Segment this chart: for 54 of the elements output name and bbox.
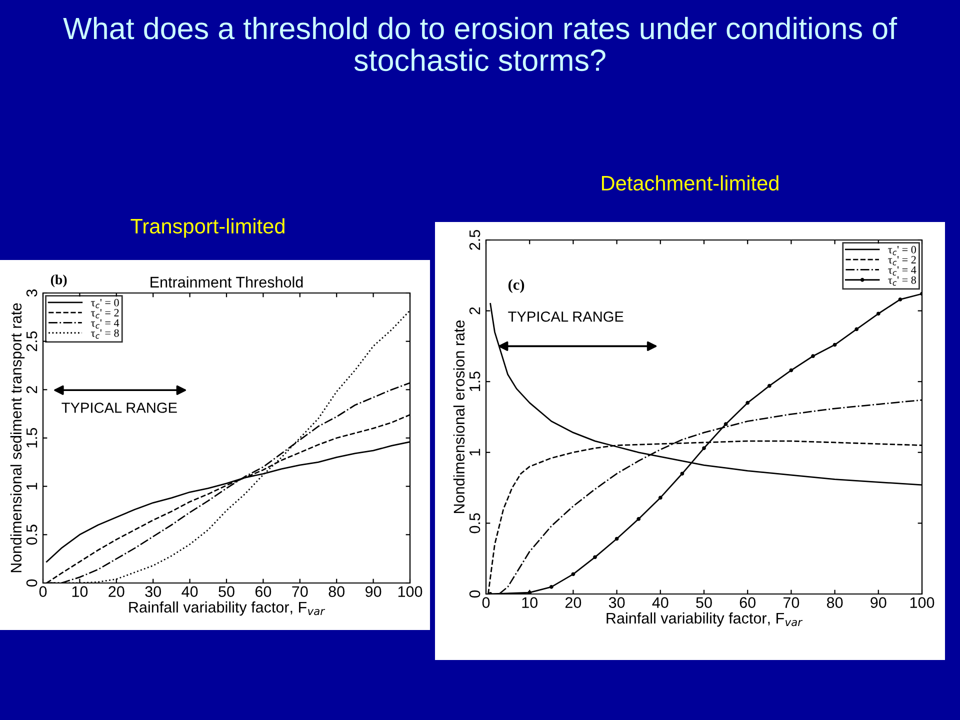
y-tick-label: 1 <box>26 482 38 490</box>
x-tick-label: 0 <box>482 597 490 608</box>
x-axis-title: Rainfall variability factor, F$_{var}$ <box>129 601 326 616</box>
y-tick-label: 0.5 <box>469 513 480 534</box>
y-tick-label: 1.5 <box>26 428 38 448</box>
x-tick-label: 70 <box>783 597 800 608</box>
legend-label: τ$_{c}$' = 2 <box>888 256 916 266</box>
legend-label: τ$_{c}$' = 0 <box>91 298 119 308</box>
x-tick-label: 0 <box>39 586 47 597</box>
x-tick-label: 60 <box>255 586 272 597</box>
chart-subtitle: Entrainment Threshold <box>150 276 303 288</box>
chart-title: Transport-limited <box>130 218 284 238</box>
x-tick-label: 50 <box>218 586 234 597</box>
y-tick-label: 3 <box>26 289 38 297</box>
x-tick-label: 70 <box>292 586 308 597</box>
x-tick-label: 90 <box>366 586 382 597</box>
legend-label: τ$_{c}$' = 8 <box>888 276 916 286</box>
x-tick-label: 10 <box>522 597 538 608</box>
y-tick-label: 2.5 <box>469 230 480 250</box>
y-tick-label: 1 <box>470 448 480 456</box>
y-axis-title: Nondimensional sediment transport rate <box>10 303 25 572</box>
x-tick-label: 10 <box>72 586 88 597</box>
x-tick-label: 20 <box>565 597 582 608</box>
annotation: (c) <box>508 279 524 293</box>
y-tick-label: 2 <box>469 307 480 314</box>
legend-label: τ$_{c}$' = 4 <box>91 319 120 329</box>
y-tick-label: 0 <box>26 579 38 587</box>
annotation: TYPICAL RANGE <box>508 311 624 322</box>
legend-label: τ$_{c}$' = 4 <box>888 266 916 276</box>
y-axis-title: Nondimensional erosion rate <box>453 320 465 513</box>
y-tick-label: 2.5 <box>26 331 38 352</box>
x-tick-label: 90 <box>870 597 886 608</box>
x-tick-label: 80 <box>328 586 344 597</box>
y-tick-label: 1.5 <box>470 372 480 392</box>
x-tick-label: 30 <box>145 586 161 597</box>
y-tick-label: 0.5 <box>26 524 38 545</box>
legend-label: τ$_{c}$' = 8 <box>91 329 119 339</box>
x-tick-label: 40 <box>182 586 198 597</box>
x-tick-label: 100 <box>398 586 422 597</box>
chart-title: Detachment-limited <box>602 175 778 191</box>
text: What does a threshold do to erosion rates under conditions of stochastic storms? <box>63 16 898 72</box>
annotation: TYPICAL RANGE <box>62 402 177 413</box>
y-tick-label: 2 <box>26 386 38 394</box>
x-tick-label: 60 <box>740 597 756 608</box>
text: (b) <box>50 274 67 288</box>
x-tick-label: 40 <box>652 597 668 608</box>
x-tick-label: 100 <box>910 597 934 608</box>
x-tick-label: 30 <box>608 597 625 608</box>
x-tick-label: 20 <box>108 586 124 597</box>
legend-label: τ$_{c}$' = 0 <box>888 246 916 256</box>
x-tick-label: 80 <box>826 597 843 608</box>
x-tick-label: 50 <box>696 597 712 608</box>
legend-label: τ$_{c}$' = 2 <box>91 309 119 318</box>
x-axis-title: Rainfall variability factor, F$_{var}$ <box>606 612 803 627</box>
